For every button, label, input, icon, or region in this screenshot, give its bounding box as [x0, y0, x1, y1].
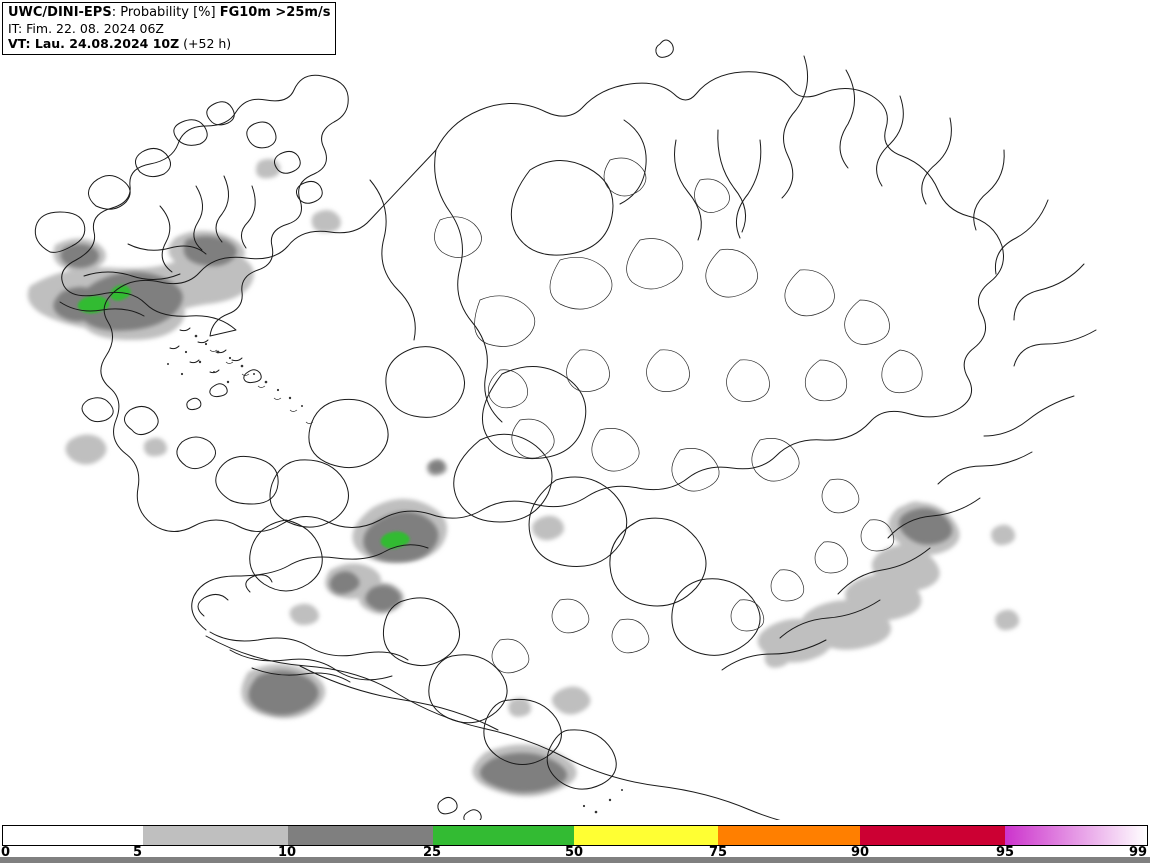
terrain-detail — [209, 157, 923, 674]
lead-time: (+52 h) — [179, 36, 232, 52]
product-name: Probability [%] — [120, 5, 220, 20]
init-time: Fim. 22. 08. 2024 06Z — [26, 20, 164, 36]
init-label: IT: — [8, 20, 27, 36]
colorbar-segment-95-99 — [1005, 826, 1147, 845]
colorbar-legend: 0 5 10 25 50 75 90 95 99 — [0, 820, 1150, 863]
colorbar-segment-25-50 — [432, 826, 575, 845]
colorbar-segment-75-90 — [718, 826, 861, 845]
colorbar-segment-10-25 — [287, 826, 433, 845]
map-info-box: UWC/DINI-EPS: Probability [%] FG10m >25m… — [2, 2, 337, 56]
colorbar-tick-10: 10 — [278, 845, 297, 860]
prob-band-10-25 — [53, 236, 953, 793]
colorbar-tick-5: 5 — [133, 845, 143, 860]
colorbar-tick-99: 99 — [1129, 845, 1148, 860]
colorbar-tick-50: 50 — [565, 845, 584, 860]
valid-time: Lau. 24.08.2024 10Z — [34, 36, 180, 52]
product-separator: : — [111, 5, 121, 20]
colorbar-tick-25: 25 — [423, 845, 442, 860]
bottom-strip — [0, 857, 1150, 863]
colorbar-tick-75: 75 — [709, 845, 728, 860]
info-line-valid: VT: Lau. 24.08.2024 10Z (+52 h) — [8, 36, 330, 51]
colorbar-segment-5-10 — [142, 826, 288, 845]
skerries — [167, 334, 623, 814]
colorbar-tick-95: 95 — [996, 845, 1015, 860]
colorbar-segment-90-95 — [860, 826, 1006, 845]
coastline-outline — [34, 39, 1097, 820]
valid-label: VT: — [8, 36, 35, 52]
model-name: UWC/DINI-EPS — [8, 5, 112, 20]
info-line-init: IT: Fim. 22. 08. 2024 06Z — [8, 21, 330, 36]
colorbar-segment-0-5 — [3, 826, 143, 845]
map-canvas — [27, 39, 1097, 820]
colorbar-tick-labels: 0 5 10 25 50 75 90 95 99 — [0, 846, 1150, 861]
colorbar-tick-0: 0 — [1, 845, 11, 860]
colorbar-gradient-bar — [2, 825, 1148, 846]
colorbar-tick-90: 90 — [851, 845, 870, 860]
parameter-name: FG10m >25m/s — [219, 5, 331, 20]
prob-band-25-50 — [77, 284, 410, 549]
probability-map — [27, 39, 1097, 820]
colorbar-segment-50-75 — [574, 826, 719, 845]
info-line-product: UWC/DINI-EPS: Probability [%] FG10m >25m… — [8, 5, 330, 21]
